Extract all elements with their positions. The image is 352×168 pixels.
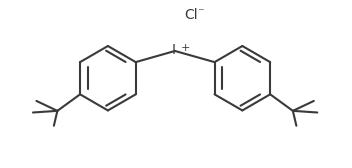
Text: I: I [171, 43, 175, 57]
Text: ⁻: ⁻ [197, 6, 203, 19]
Text: Cl: Cl [185, 8, 199, 22]
Text: +: + [181, 43, 190, 53]
